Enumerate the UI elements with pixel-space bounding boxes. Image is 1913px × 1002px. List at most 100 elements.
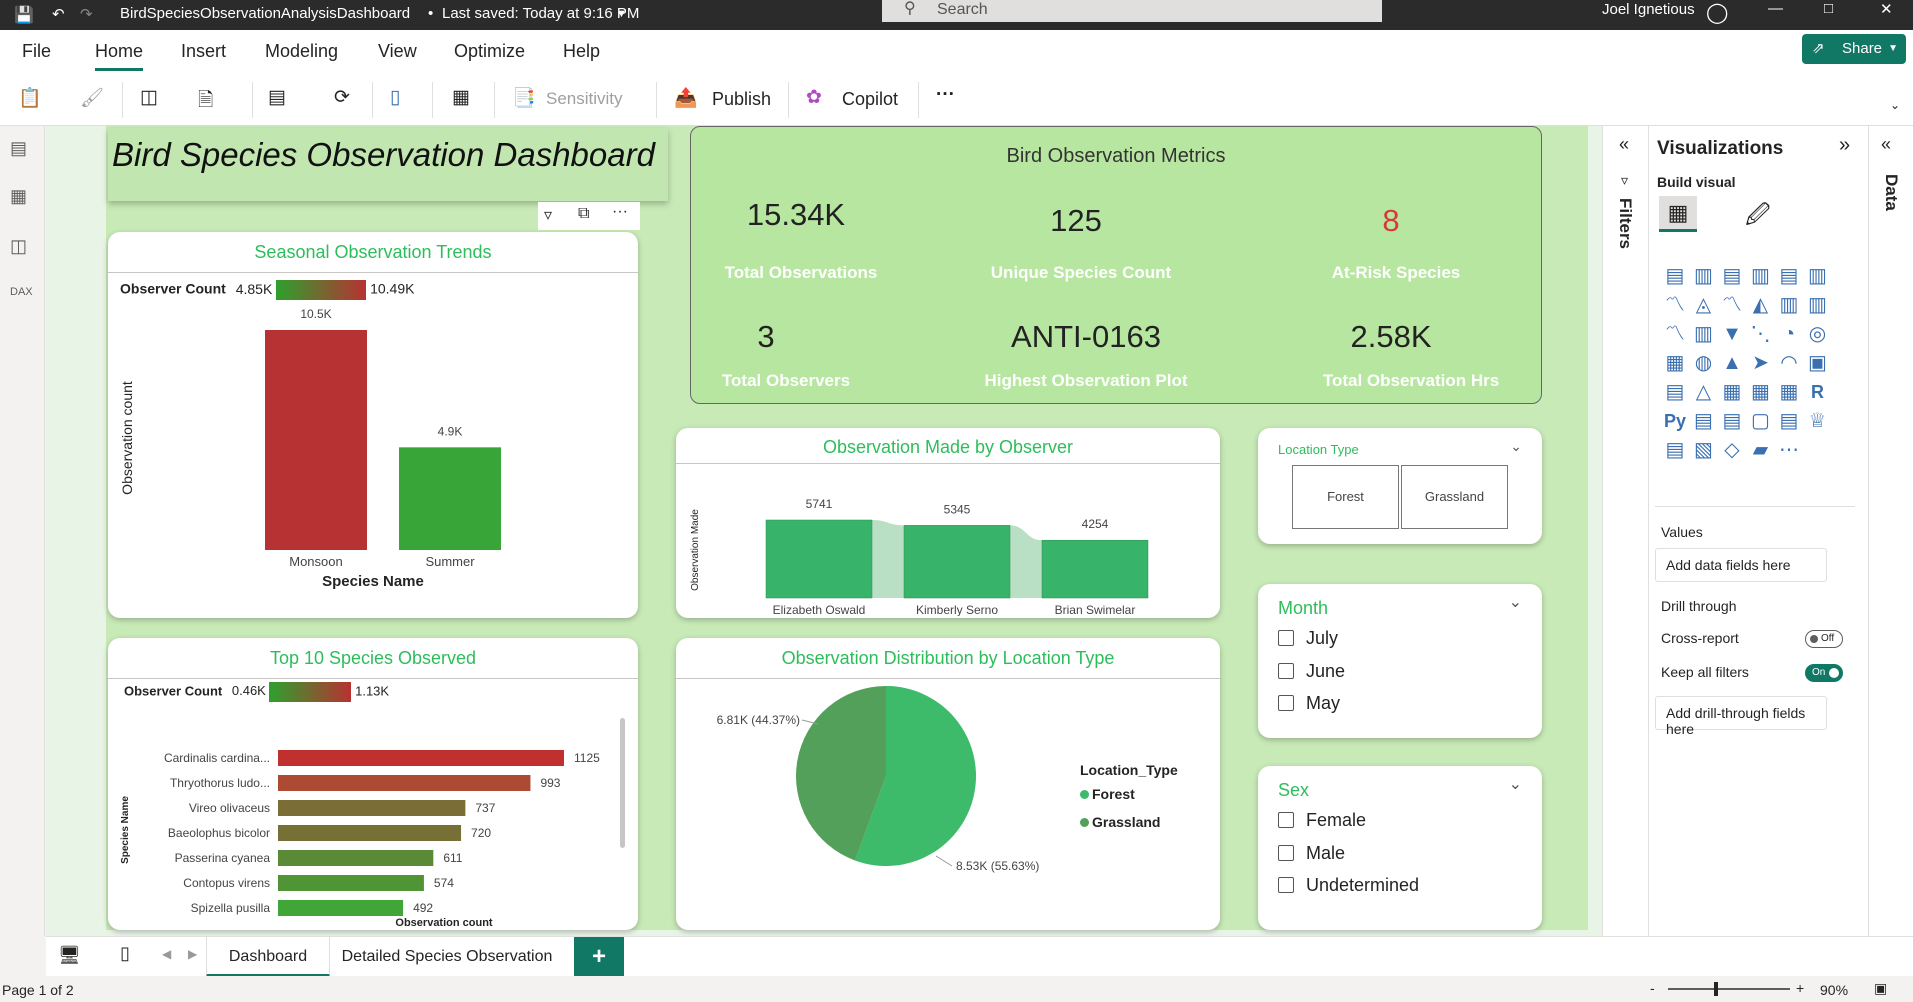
publish-icon[interactable]: 📤 — [674, 88, 698, 109]
prev-page-icon[interactable]: ◀ — [162, 947, 172, 961]
model-view-icon[interactable]: ◫ — [10, 236, 28, 256]
key-influencers-visual-icon[interactable]: ▤ — [1694, 410, 1713, 432]
map-visual-icon[interactable]: ◍ — [1694, 352, 1713, 374]
matrix-visual-icon[interactable]: ▦ — [1779, 381, 1799, 403]
menu-optimize[interactable]: Optimize — [454, 41, 526, 61]
100-area-visual-icon[interactable]: ◭ — [1752, 294, 1769, 316]
stacked-area-visual-icon[interactable]: 〽 — [1722, 294, 1742, 316]
table-visual-icon[interactable]: ▦ — [1751, 381, 1770, 403]
publish-button[interactable]: Publish — [712, 89, 772, 109]
data-pane[interactable]: « Data — [1868, 126, 1913, 936]
add-page-button[interactable]: + — [574, 937, 624, 977]
zoom-slider[interactable] — [1668, 982, 1790, 996]
chevron-down-icon[interactable]: ▼ — [616, 8, 627, 20]
metrics-card[interactable]: Bird Observation Metrics 15.34K Total Ob… — [690, 126, 1542, 404]
donut-visual-icon[interactable]: ◎ — [1808, 323, 1827, 345]
narrative-visual-icon[interactable]: ▤ — [1779, 410, 1799, 432]
sex-option-female[interactable]: Female — [1306, 810, 1367, 830]
calculator-icon[interactable]: ▦ — [452, 87, 470, 108]
azure-map-visual-icon[interactable]: ➤ — [1752, 352, 1769, 374]
maximize-icon[interactable]: □ — [1824, 0, 1834, 17]
line-stacked-visual-icon[interactable]: ▥ — [1808, 294, 1827, 316]
area-visual-icon[interactable]: ◬ — [1695, 294, 1712, 316]
paginated-visual-icon[interactable]: ▤ — [1665, 439, 1685, 461]
waterfall-visual-icon[interactable]: ▥ — [1694, 323, 1713, 345]
qa-visual-icon[interactable]: ▢ — [1751, 410, 1770, 432]
checkbox-female[interactable] — [1278, 812, 1294, 828]
location-option-forest[interactable]: Forest — [1292, 465, 1399, 529]
chevron-down-icon[interactable]: ⌄ — [1508, 776, 1522, 793]
decomposition-tree-visual-icon[interactable]: ▤ — [1722, 410, 1742, 432]
clustered-column-visual-icon[interactable]: ▥ — [1751, 265, 1770, 287]
funnel-visual-icon[interactable]: ▼ — [1722, 323, 1742, 345]
zoom-out-button[interactable]: - — [1650, 980, 1655, 996]
get-data-icon[interactable]: ◫ — [140, 87, 158, 108]
scrollbar[interactable] — [620, 718, 625, 848]
menu-insert[interactable]: Insert — [181, 41, 227, 61]
month-option-july[interactable]: July — [1306, 628, 1339, 648]
power-automate-visual-icon[interactable]: ◇ — [1724, 439, 1740, 461]
100-column-visual-icon[interactable]: ▥ — [1808, 265, 1827, 287]
more-options-button[interactable]: ··· — [936, 84, 955, 105]
goals-visual-icon[interactable]: ♕ — [1808, 410, 1827, 432]
keep-filters-toggle[interactable]: On — [1805, 664, 1843, 682]
treemap-visual-icon[interactable]: ▦ — [1665, 352, 1685, 374]
collapse-data-icon[interactable]: « — [1881, 134, 1892, 154]
expand-icon[interactable]: » — [1839, 134, 1851, 156]
menu-modeling[interactable]: Modeling — [265, 41, 339, 61]
checkbox-july[interactable] — [1278, 630, 1294, 646]
menu-view[interactable]: View — [378, 41, 417, 61]
pie-visual-icon[interactable]: ◔ — [1782, 323, 1796, 345]
filter-icon[interactable]: ▿ — [544, 207, 553, 224]
redo-icon[interactable]: ↷ — [80, 6, 93, 23]
python-visual-visual-icon[interactable]: Py — [1663, 411, 1687, 431]
filters-label[interactable]: Filters — [1616, 198, 1635, 250]
transform-data-icon[interactable]: ▤ — [268, 87, 286, 108]
copilot-button[interactable]: Copilot — [842, 89, 899, 109]
new-visual-icon[interactable]: ▯ — [390, 87, 401, 108]
r-visual-visual-icon[interactable]: R — [1811, 382, 1824, 402]
sex-option-undetermined[interactable]: Undetermined — [1306, 875, 1420, 895]
add-drill-through-well[interactable]: Add drill-through fields here — [1655, 696, 1827, 737]
paste-icon[interactable]: 📋 — [18, 88, 42, 109]
refresh-icon[interactable]: ⟳ — [334, 87, 350, 108]
month-slicer[interactable]: Month ⌄ July June May — [1258, 584, 1542, 738]
search-input[interactable]: ⚲ Search — [882, 0, 1382, 22]
slicer-visual-icon[interactable]: ▦ — [1722, 381, 1742, 403]
tab-dashboard[interactable]: Dashboard — [206, 937, 330, 977]
pie-legend-grassland[interactable]: Grassland — [1080, 814, 1160, 830]
menu-help[interactable]: Help — [563, 41, 601, 61]
save-icon[interactable]: 💾 — [14, 7, 34, 24]
pie-card[interactable]: Observation Distribution by Location Typ… — [676, 638, 1220, 930]
data-label[interactable]: Data — [1882, 174, 1901, 211]
card-visual-icon[interactable]: ▣ — [1808, 352, 1827, 374]
shape-map-visual-icon[interactable]: ▰ — [1752, 439, 1769, 461]
checkbox-male[interactable] — [1278, 845, 1294, 861]
location-slicer[interactable]: Location Type ⌄ Forest Grassland — [1258, 428, 1542, 544]
add-data-fields-well[interactable]: Add data fields here — [1655, 548, 1827, 582]
share-button[interactable]: ⇗ Share ▼ — [1802, 34, 1906, 64]
sex-slicer[interactable]: Sex ⌄ Female Male Undetermined — [1258, 766, 1542, 930]
location-option-grassland[interactable]: Grassland — [1401, 465, 1508, 529]
gauge-visual-icon[interactable]: ◠ — [1780, 352, 1798, 374]
report-view-icon[interactable]: ▤ — [10, 138, 28, 158]
avatar-icon[interactable]: ◯ — [1706, 2, 1729, 24]
scatter-visual-icon[interactable]: ⋱ — [1750, 323, 1771, 345]
kpi-visual-icon[interactable]: △ — [1695, 381, 1712, 403]
format-visual-tab-icon[interactable]: 🖉 — [1745, 202, 1771, 229]
sex-option-male[interactable]: Male — [1306, 843, 1346, 863]
filled-map-visual-icon[interactable]: ▲ — [1722, 352, 1742, 374]
power-apps-visual-icon[interactable]: ▧ — [1694, 439, 1713, 461]
dax-view-icon[interactable]: DAX — [10, 286, 33, 298]
multi-row-card-visual-icon[interactable]: ▤ — [1665, 381, 1685, 403]
copilot-icon[interactable]: ✿ — [806, 87, 822, 108]
filters-pane[interactable]: « ▿ Filters — [1602, 126, 1648, 936]
month-option-june[interactable]: June — [1306, 661, 1346, 681]
tab-detailed-species[interactable]: Detailed Species Observation — [341, 948, 553, 965]
cross-report-toggle[interactable]: Off — [1805, 630, 1843, 648]
checkbox-may[interactable] — [1278, 695, 1294, 711]
clustered-bar-visual-icon[interactable]: ▤ — [1722, 265, 1742, 287]
more-options-icon[interactable]: ··· — [612, 203, 628, 220]
zoom-level[interactable]: 90% — [1820, 982, 1849, 998]
focus-mode-icon[interactable]: ⧉ — [578, 205, 590, 222]
